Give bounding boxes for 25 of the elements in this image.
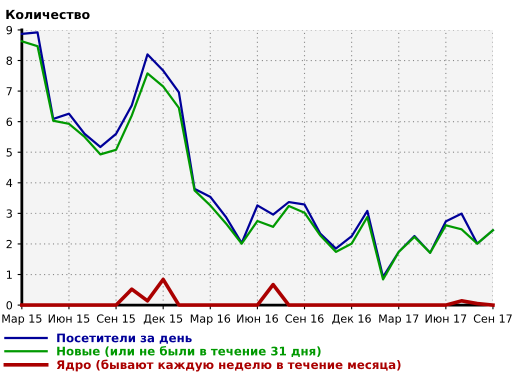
y-tick-label: 9 <box>6 26 12 34</box>
y-tick-label: 3 <box>6 209 12 218</box>
y-tick-label: 5 <box>6 148 12 157</box>
chart-title: Количество <box>6 10 90 20</box>
y-tick-label: 4 <box>6 178 12 188</box>
x-tick-label: Сен 16 <box>285 314 324 323</box>
legend-label: Ядро (бывают каждую неделю в течение месяца) <box>56 360 401 372</box>
y-tick-label: 8 <box>6 56 12 65</box>
legend-label: Посетители за день <box>57 334 192 344</box>
x-tick-label: Июн 17 <box>426 314 466 323</box>
y-tick-label: 6 <box>6 118 12 126</box>
x-tick-label: Мар 15 <box>2 314 42 325</box>
y-tick-label: 2 <box>6 240 12 248</box>
x-tick-label: Сен 15 <box>96 314 135 323</box>
y-tick-label: 1 <box>6 270 12 279</box>
x-tick-label: Июн 16 <box>237 314 278 323</box>
x-tick-label: Дек 15 <box>144 314 182 324</box>
x-tick-label: Сен 17 <box>474 314 512 323</box>
y-tick-label: 7 <box>6 87 12 96</box>
y-tick-label: 0 <box>6 301 12 310</box>
x-tick-label: Июн 15 <box>48 314 90 323</box>
x-tick-label: Мар 17 <box>379 314 418 325</box>
legend-label: Новые (или не были в течение 31 дня) <box>57 346 321 358</box>
x-tick-label: Мар 16 <box>190 314 230 325</box>
x-tick-label: Дек 16 <box>332 314 371 324</box>
